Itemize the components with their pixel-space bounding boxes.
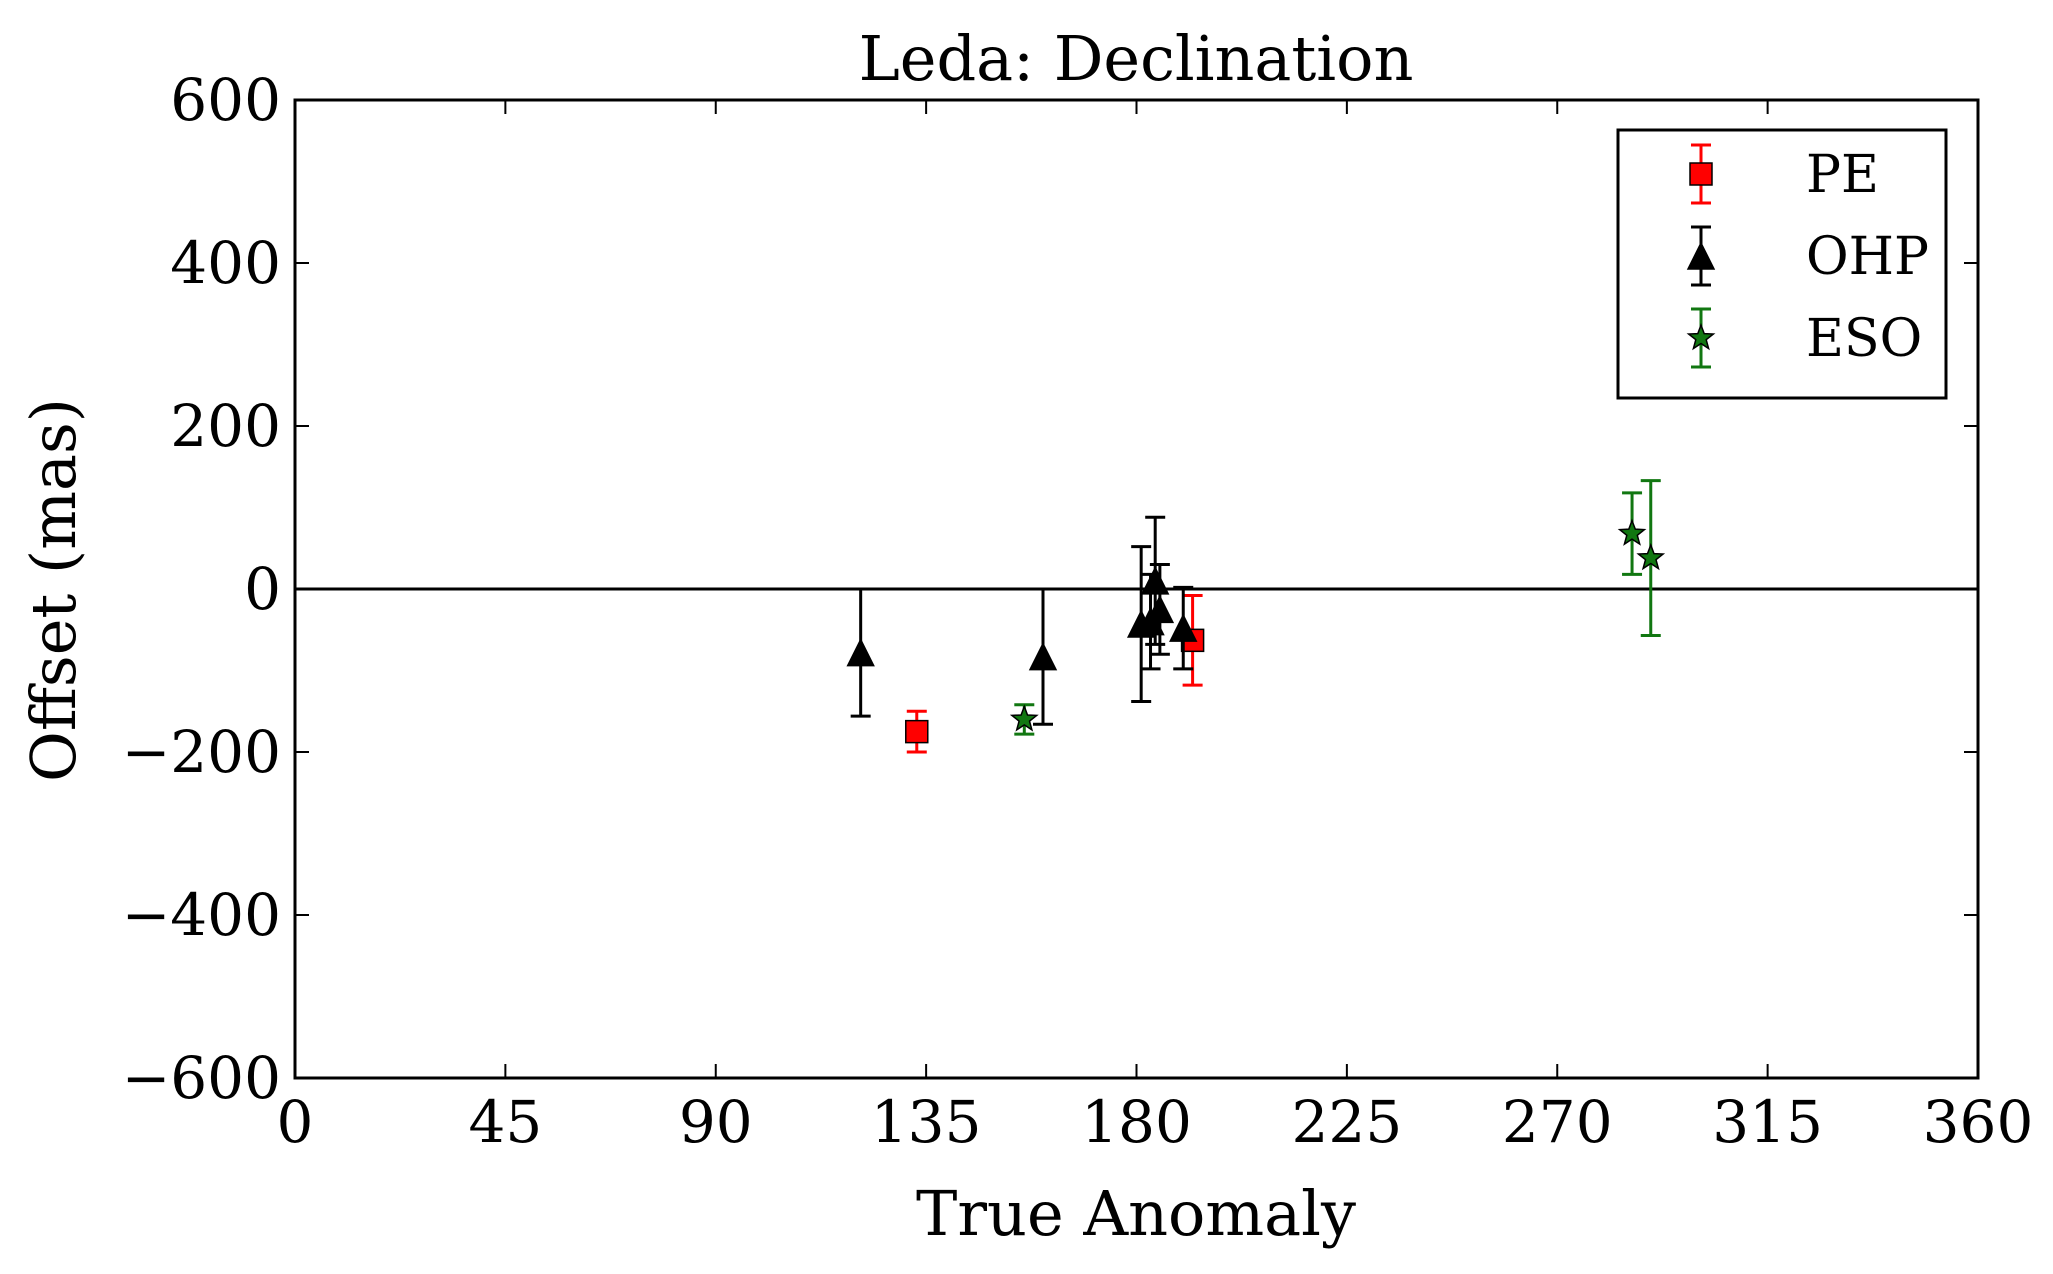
- y-tick-label: −600: [122, 1044, 281, 1112]
- data-point-eso: [1617, 518, 1647, 546]
- y-tick-label: −400: [122, 881, 281, 949]
- data-point-eso: [1636, 542, 1666, 571]
- data-point-pe: [905, 719, 929, 744]
- data-point-eso: [1009, 704, 1039, 732]
- x-tick-label: 135: [871, 1088, 982, 1156]
- series-ohp: [846, 515, 1198, 726]
- legend-label-pe: PE: [1806, 145, 1879, 205]
- x-tick-label: 0: [277, 1088, 314, 1156]
- x-axis-label: True Anomaly: [916, 1177, 1356, 1250]
- x-tick-label: 180: [1081, 1088, 1192, 1156]
- chart-title: Leda: Declination: [859, 22, 1414, 95]
- y-tick-label: 200: [170, 392, 281, 460]
- data-point-ohp: [1145, 594, 1175, 624]
- y-axis-label: Offset (mas): [17, 398, 90, 782]
- legend-item-pe: PE: [1689, 143, 1879, 205]
- x-tick-label: 360: [1923, 1088, 2034, 1156]
- y-tick-label: 600: [170, 66, 281, 134]
- series-eso: [1009, 479, 1666, 736]
- plot-area: [846, 479, 1666, 754]
- legend-marker-eso: [1686, 322, 1716, 351]
- x-axis: 0 45 90 135 180 225 270 315 360: [277, 100, 2034, 1156]
- plot-frame: [293, 98, 1980, 1080]
- y-tick-label: 400: [170, 229, 281, 297]
- x-tick-label: 270: [1502, 1088, 1613, 1156]
- data-point-ohp: [1028, 641, 1058, 671]
- legend-label-eso: ESO: [1806, 309, 1922, 369]
- legend-marker-ohp: [1686, 241, 1716, 270]
- y-tick-label: −200: [122, 718, 281, 786]
- legend-marker-pe: [1689, 162, 1713, 186]
- x-tick-label: 45: [468, 1088, 542, 1156]
- y-tick-label: 0: [244, 555, 281, 623]
- data-point-ohp: [1140, 566, 1170, 595]
- legend: PE OHP ESO: [1616, 128, 1948, 400]
- legend-item-eso: ESO: [1686, 307, 1922, 369]
- legend-box: [1616, 128, 1948, 400]
- y-axis: −600 −400 −200 0 200 400 600: [122, 66, 1978, 1112]
- data-point-ohp: [1169, 613, 1198, 642]
- legend-label-ohp: OHP: [1806, 227, 1929, 287]
- x-tick-label: 225: [1292, 1088, 1403, 1156]
- x-tick-label: 315: [1712, 1088, 1823, 1156]
- legend-item-ohp: OHP: [1686, 225, 1929, 287]
- x-tick-label: 90: [679, 1088, 753, 1156]
- data-point-ohp: [846, 637, 875, 667]
